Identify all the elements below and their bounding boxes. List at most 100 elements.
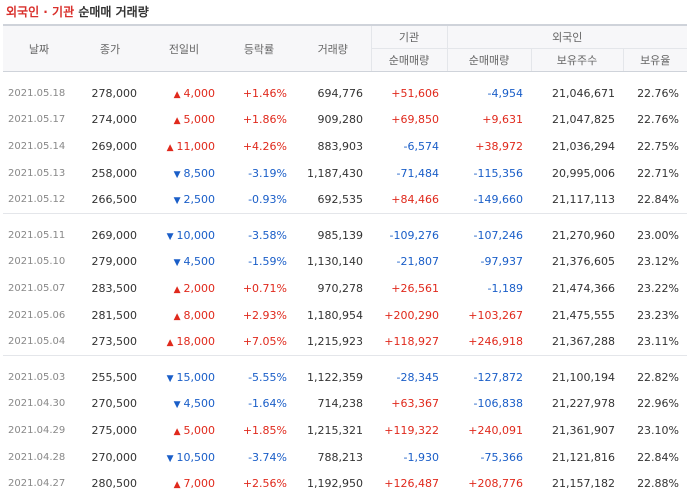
row-change-value: 18,000 bbox=[176, 335, 216, 349]
triangle-up-icon: ▲ bbox=[166, 338, 174, 349]
triangle-up-icon: ▲ bbox=[166, 142, 174, 153]
row-change-value: 2,000 bbox=[183, 281, 216, 295]
row-inst-net: +119,322 bbox=[384, 423, 439, 437]
row-close: 279,000 bbox=[91, 255, 138, 269]
row-change-value: 5,000 bbox=[183, 113, 216, 127]
row-change-value: 8,000 bbox=[183, 308, 216, 322]
row-inst-net: +200,290 bbox=[384, 308, 439, 322]
row-date: 2021.05.07 bbox=[8, 282, 66, 294]
triangle-up-icon: ▲ bbox=[173, 116, 181, 127]
row-inst-net: -109,276 bbox=[389, 228, 439, 242]
triangle-down-icon: ▼ bbox=[166, 373, 174, 384]
row-volume: 1,122,359 bbox=[307, 370, 363, 384]
row-holdings: 21,100,194 bbox=[552, 370, 615, 384]
row-rate: +4.26% bbox=[242, 139, 287, 153]
row-ratio: 22.84% bbox=[637, 193, 680, 207]
row-date: 2021.04.29 bbox=[8, 424, 66, 436]
table-row: 2021.05.10 279,000 ▼ 4,500 -1.59% 1,130,140 -2… bbox=[3, 249, 687, 276]
table-row: 2021.04.27 280,500 ▲ 7,000 +2.56% 1,192,950 +1… bbox=[3, 470, 687, 497]
row-date: 2021.05.18 bbox=[8, 87, 66, 99]
row-change-value: 4,000 bbox=[183, 86, 216, 100]
row-holdings: 21,227,978 bbox=[552, 397, 615, 411]
row-rate: +0.71% bbox=[242, 281, 287, 295]
row-inst-net: +126,487 bbox=[384, 477, 439, 491]
table-row: 2021.04.28 270,000 ▼ 10,500 -3.74% 788,213 -1,… bbox=[3, 444, 687, 471]
row-holdings: 21,117,113 bbox=[552, 193, 615, 207]
row-inst-net: -1,930 bbox=[403, 450, 439, 464]
row-rate: +1.86% bbox=[242, 113, 287, 127]
row-rate: -1.64% bbox=[248, 397, 287, 411]
row-foreign-net: -4,954 bbox=[487, 86, 523, 100]
triangle-down-icon: ▼ bbox=[166, 453, 174, 464]
row-close: 275,000 bbox=[91, 423, 138, 437]
row-change: ▲ 4,000 bbox=[145, 80, 223, 107]
triangle-down-icon: ▼ bbox=[166, 231, 174, 242]
row-volume: 985,139 bbox=[317, 228, 364, 242]
row-inst-net: +69,850 bbox=[391, 113, 439, 127]
row-rate: -0.93% bbox=[248, 193, 287, 207]
row-holdings: 21,376,605 bbox=[552, 255, 615, 269]
row-foreign-net: +103,267 bbox=[468, 308, 523, 322]
row-change-value: 2,500 bbox=[183, 193, 216, 207]
row-holdings: 21,270,960 bbox=[552, 228, 615, 242]
row-date: 2021.04.27 bbox=[8, 478, 66, 490]
row-rate: +2.93% bbox=[242, 308, 287, 322]
row-change: ▲ 7,000 bbox=[145, 470, 223, 497]
row-ratio: 23.11% bbox=[637, 335, 680, 349]
section-title-sub: 순매매 거래량 bbox=[78, 5, 149, 19]
row-rate: +1.46% bbox=[242, 86, 287, 100]
row-inst-net: +63,367 bbox=[391, 397, 439, 411]
row-change-value: 4,500 bbox=[183, 397, 216, 411]
row-close: 266,500 bbox=[91, 193, 138, 207]
group-spacer bbox=[3, 72, 687, 81]
row-change: ▼ 2,500 bbox=[145, 186, 223, 213]
row-inst-net: -6,574 bbox=[403, 139, 439, 153]
row-volume: 1,187,430 bbox=[307, 166, 363, 180]
row-inst-net: +84,466 bbox=[391, 193, 439, 207]
row-volume: 694,776 bbox=[317, 86, 364, 100]
header-holdings: 보유주수 bbox=[530, 48, 623, 72]
row-change-value: 10,500 bbox=[176, 450, 216, 464]
row-inst-net: +51,606 bbox=[391, 86, 439, 100]
row-close: 274,000 bbox=[91, 113, 138, 127]
row-change-value: 11,000 bbox=[176, 139, 216, 153]
triangle-up-icon: ▲ bbox=[173, 284, 181, 295]
row-date: 2021.05.04 bbox=[8, 336, 66, 348]
row-change: ▼ 15,000 bbox=[145, 364, 223, 391]
row-rate: +7.05% bbox=[242, 335, 287, 349]
row-foreign-net: -107,246 bbox=[473, 228, 523, 242]
row-volume: 1,215,923 bbox=[307, 335, 363, 349]
section-title-main: 외국인 · 기관 bbox=[6, 5, 75, 19]
row-date: 2021.05.10 bbox=[8, 256, 66, 268]
row-rate: -1.59% bbox=[248, 255, 287, 269]
row-change: ▲ 5,000 bbox=[145, 107, 223, 134]
row-inst-net: -71,484 bbox=[396, 166, 439, 180]
row-date: 2021.05.14 bbox=[8, 140, 66, 152]
row-foreign-net: +9,631 bbox=[482, 113, 523, 127]
row-rate: -3.19% bbox=[248, 166, 287, 180]
row-close: 255,500 bbox=[91, 370, 138, 384]
header-foreign-net: 순매매량 bbox=[446, 48, 531, 72]
table-row: 2021.05.12 266,500 ▼ 2,500 -0.93% 692,535 +84,… bbox=[3, 186, 687, 213]
triangle-down-icon: ▼ bbox=[173, 400, 181, 411]
row-ratio: 22.75% bbox=[637, 139, 680, 153]
table-row: 2021.05.18 278,000 ▲ 4,000 +1.46% 694,776 +51,… bbox=[3, 80, 687, 107]
group-spacer bbox=[3, 354, 688, 364]
triangle-down-icon: ▼ bbox=[173, 196, 181, 207]
row-volume: 883,903 bbox=[317, 139, 364, 153]
row-rate: +1.85% bbox=[242, 423, 287, 437]
row-ratio: 22.82% bbox=[637, 370, 680, 384]
row-date: 2021.05.11 bbox=[8, 229, 66, 241]
table-row: 2021.05.14 269,000 ▲ 11,000 +4.26% 883,903 -6,… bbox=[3, 133, 687, 160]
row-foreign-net: +246,918 bbox=[468, 335, 523, 349]
row-volume: 1,180,954 bbox=[307, 308, 363, 322]
header-institution: 기관 bbox=[370, 24, 447, 49]
row-change-value: 7,000 bbox=[183, 477, 216, 491]
row-ratio: 22.76% bbox=[637, 113, 680, 127]
header-inst-net: 순매매량 bbox=[370, 48, 447, 72]
row-ratio: 22.84% bbox=[637, 450, 680, 464]
row-foreign-net: -115,356 bbox=[473, 166, 523, 180]
row-date: 2021.05.03 bbox=[8, 371, 66, 383]
row-close: 270,500 bbox=[91, 397, 138, 411]
table-row: 2021.05.06 281,500 ▲ 8,000 +2.93% 1,180,954 +2… bbox=[3, 302, 687, 329]
